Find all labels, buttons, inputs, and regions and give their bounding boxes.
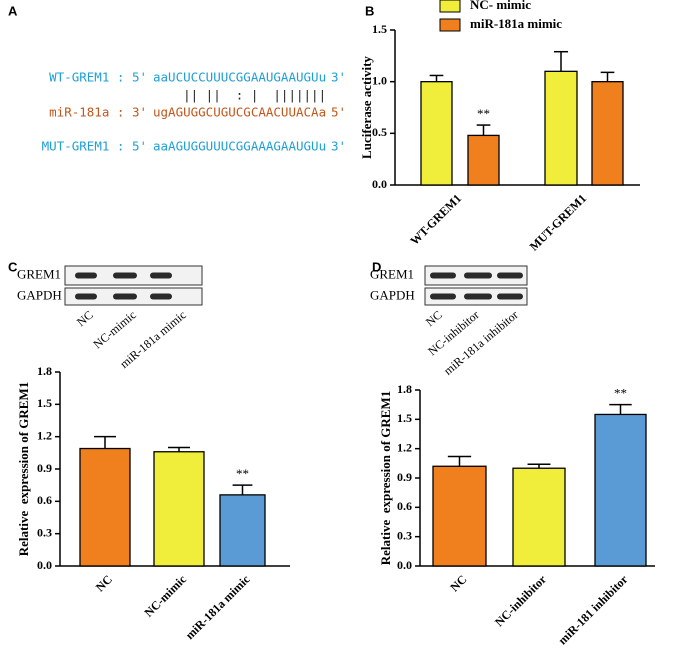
pairing-line: || || : | ||||||| [153,88,326,103]
x-tick-label: NC-mimic [141,572,189,620]
y-tick-label: 1.5 [372,22,387,36]
sequence-name: WT-GREM1 : 5' [49,70,147,85]
y-tick-label: 0.6 [397,499,412,513]
legend-swatch [439,0,461,13]
y-tick-label: 0.0 [397,558,412,572]
blot-lane-label: NC [74,308,96,329]
bar [153,451,205,567]
legend-swatch [439,18,461,32]
bar [591,81,624,186]
panel-label: D [372,259,381,274]
blot-band [464,293,492,300]
significance-label: ** [236,466,249,481]
sequence: ugAGUGGCUGUCGCAACUUACAa [153,105,326,120]
panel-label: B [365,3,374,18]
sequence-name: miR-181a : 3' [49,105,147,120]
blot-lane-label: NC-mimic [90,308,138,352]
error-bar [527,463,551,469]
sequence-end: 5' [331,105,346,120]
error-bar [609,403,632,415]
y-axis-label: Relative expression of GREM1 [16,382,31,557]
error-bar [232,484,253,495]
x-tick-label: NC [447,572,469,594]
significance-label: ** [614,386,627,401]
y-tick-label: 0.6 [37,493,52,507]
x-tick-label: MUT-GREM1 [527,191,589,253]
y-tick-label: 0.9 [397,470,412,484]
bar [219,494,266,567]
significance-label: ** [477,106,490,121]
blot-band [75,272,97,279]
blot-lane-label: NC [423,308,445,329]
bar [420,81,453,186]
y-tick-label: 0.5 [372,125,387,139]
blot-band [497,293,523,300]
error-bar [447,455,472,467]
bar [544,70,578,186]
y-tick-label: 1.2 [397,440,412,454]
blot-band [464,272,492,279]
blot-row-label: GREM1 [370,266,414,281]
y-tick-label: 1.5 [397,411,412,425]
y-tick-label: 0.9 [37,461,52,475]
y-tick-label: 1.0 [372,73,387,87]
x-tick-label: NC-inhibitor [492,572,550,630]
y-tick-label: 0.3 [397,528,412,542]
sequence: aaAGUGGUUUCGGAAAGAAUGUu [153,139,326,154]
sequence-name: MUT-GREM1 : 5' [42,139,147,154]
y-tick-label: 1.8 [397,382,412,396]
y-tick-label: 1.8 [37,364,52,378]
sequence: aaUCUCCUUUCGGAAUGAAUGUu [153,70,326,85]
bar [432,465,487,567]
y-tick-label: 1.5 [37,396,52,410]
blot-band [150,272,172,279]
legend-label: NC- mimic [470,0,531,12]
x-tick-label: WT-GREM1 [407,191,464,248]
legend-label: miR-181a mimic [470,16,562,31]
y-tick-label: 0.0 [372,177,387,191]
sequence-end: 3' [331,70,346,85]
error-bar [476,124,491,136]
error-bar [553,50,569,72]
y-tick-label: 0.3 [37,525,52,539]
error-bar [600,71,615,82]
y-tick-label: 1.2 [37,428,52,442]
bar [594,413,647,567]
blot-band [150,293,172,300]
y-axis-label: Relative expression of GREM1 [378,391,393,566]
blot-band [497,272,523,279]
bar [512,467,566,567]
blot-band [113,272,137,279]
error-bar [429,74,444,82]
y-axis-label: Luciferase activity [359,56,374,159]
y-tick-label: 0.0 [37,558,52,572]
blot-row-label: GREM1 [17,266,61,281]
blot-band [113,293,137,300]
bar [79,447,131,567]
panel-label: A [8,3,18,18]
error-bar [94,435,116,449]
bar [467,134,500,186]
x-tick-label: miR-181 inhibitor [555,572,631,648]
sequence-end: 3' [331,139,346,154]
blot-band [430,272,456,279]
blot-row-label: GAPDH [370,287,415,302]
panel-label: C [8,259,18,274]
blot-band [430,293,456,300]
blot-band [75,293,97,300]
blot-row-label: GAPDH [17,287,62,302]
x-tick-label: miR-181a mimic [183,572,253,642]
error-bar [168,446,190,452]
x-tick-label: NC [93,572,115,594]
